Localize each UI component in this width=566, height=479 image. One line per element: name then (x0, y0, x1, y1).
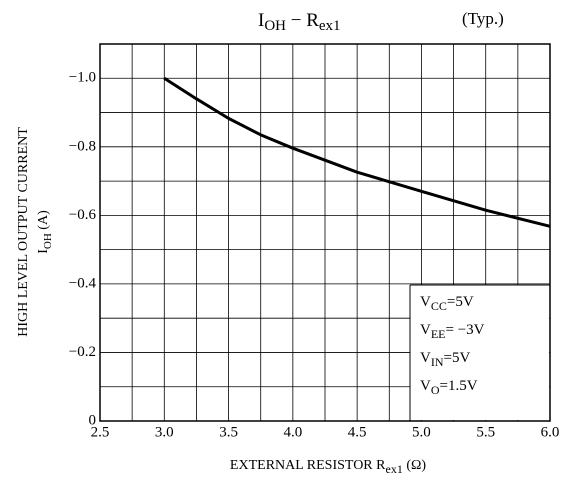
y-label-line: HIGH LEVEL OUTPUT CURRENT (16, 127, 31, 337)
condition-part: IN (431, 355, 444, 369)
note: (Typ.) (462, 9, 504, 28)
y-tick-label: 0 (89, 412, 97, 428)
y-axis-label: HIGH LEVEL OUTPUT CURRENT IOH (A) (16, 127, 53, 337)
condition: VO=1.5V (420, 378, 478, 396)
condition-part: = −3V (446, 322, 485, 338)
condition-part: EE (431, 327, 446, 341)
chart-title: IOH − Rex1 (258, 10, 341, 34)
condition-part: V (420, 294, 431, 310)
y-tick-label: −0.8 (69, 138, 96, 154)
x-tick-label: 6.0 (541, 424, 560, 440)
y-label-line: IOH (A) (36, 210, 53, 254)
condition-part: =1.5V (440, 378, 478, 394)
y-tick-label: −1.0 (69, 70, 96, 86)
condition-part: V (420, 322, 431, 338)
y-tick-label: −0.2 (69, 344, 96, 360)
conditions-box (410, 285, 549, 420)
x-tick-label: 4.5 (348, 424, 367, 440)
x-tick-label: 5.0 (412, 424, 431, 440)
condition-part: V (420, 350, 431, 366)
x-axis-label: EXTERNAL RESISTOR Rex1 (Ω) (230, 458, 426, 476)
x-tick-label: 4.0 (283, 424, 302, 440)
condition-part: =5V (444, 350, 471, 366)
condition-part: =5V (447, 294, 474, 310)
data-line (163, 77, 551, 228)
x-tick-label: 2.5 (91, 424, 110, 440)
x-tick-label: 3.5 (219, 424, 238, 440)
condition: VIN=5V (420, 350, 470, 368)
condition-part: V (420, 378, 431, 394)
y-tick-label: −0.4 (69, 275, 97, 291)
condition: VEE= −3V (420, 322, 485, 340)
x-tick-label: 3.0 (155, 424, 174, 440)
x-tick-label: 5.5 (476, 424, 495, 440)
plot-frame (99, 43, 551, 422)
condition-part: O (431, 383, 440, 397)
y-tick-label: −0.6 (69, 207, 97, 223)
condition-part: CC (431, 299, 447, 313)
condition: VCC=5V (420, 294, 474, 312)
